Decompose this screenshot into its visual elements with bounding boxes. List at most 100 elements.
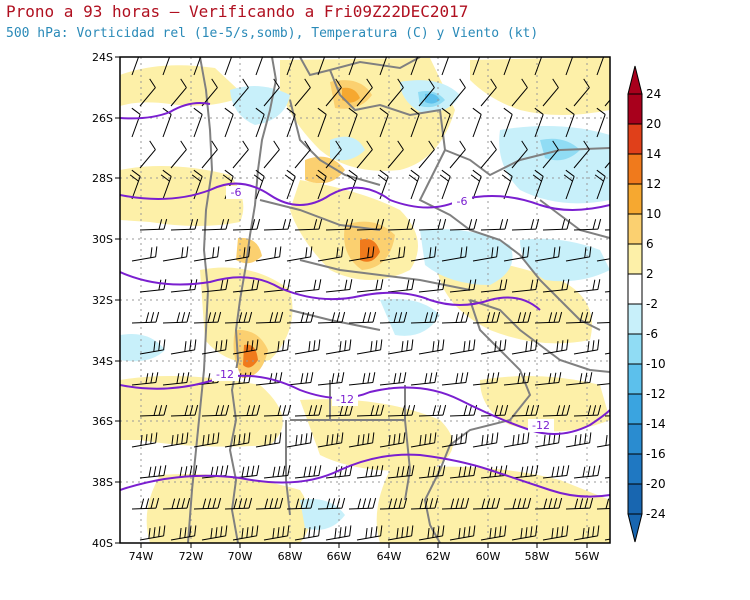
colorbar-label: 6 bbox=[646, 237, 654, 251]
wind-barb bbox=[131, 57, 141, 76]
colorbar-labels: 24 20 14 12 10 6 2 -2 -6 -10 -12 -14 -16… bbox=[646, 87, 666, 521]
wind-barb bbox=[325, 279, 353, 293]
wind-barb bbox=[224, 497, 253, 510]
wind-barb bbox=[379, 246, 406, 262]
wind-barb bbox=[418, 78, 435, 107]
lon-tick-label: 66W bbox=[327, 550, 352, 563]
colorbar-segment bbox=[627, 363, 643, 395]
wind-barb bbox=[325, 218, 354, 231]
colorbar-segment bbox=[627, 303, 643, 335]
wind-barb bbox=[294, 140, 311, 169]
lat-tick-label: 36S bbox=[92, 415, 113, 428]
lon-tick-label: 74W bbox=[129, 550, 154, 563]
wind-barb bbox=[449, 279, 477, 293]
wind-barb bbox=[503, 246, 530, 262]
wind-barb bbox=[263, 140, 280, 169]
wind-barb bbox=[131, 372, 159, 386]
wind-barb bbox=[263, 404, 292, 417]
wind-barb bbox=[170, 404, 199, 417]
wind-barb bbox=[418, 465, 446, 479]
wind-barb bbox=[232, 218, 261, 231]
lat-tick-label: 32S bbox=[92, 294, 113, 307]
wind-barb bbox=[139, 339, 166, 355]
wind-barb bbox=[139, 465, 167, 479]
wind-barb bbox=[379, 497, 408, 510]
wind-barb bbox=[263, 78, 280, 107]
wind-barb bbox=[201, 525, 228, 541]
colorbar-label: -16 bbox=[646, 447, 666, 461]
wind-barb bbox=[472, 497, 501, 510]
colorbar-label: -20 bbox=[646, 477, 666, 491]
colorbar-label: -6 bbox=[646, 327, 658, 341]
colorbar-arrow bbox=[627, 513, 643, 543]
wind-barb bbox=[511, 525, 538, 541]
wind-barb bbox=[449, 218, 478, 231]
wind-barb bbox=[441, 372, 469, 386]
wind-barb bbox=[573, 218, 602, 231]
lat-tick-label: 30S bbox=[92, 233, 113, 246]
wind-barb bbox=[480, 140, 497, 169]
wind-barb bbox=[542, 279, 570, 293]
wind-barb bbox=[472, 246, 499, 262]
wind-barb bbox=[286, 311, 315, 324]
wind-barb bbox=[480, 525, 507, 541]
wind-barb bbox=[356, 404, 385, 417]
wind-barb bbox=[224, 57, 234, 76]
wind-barb bbox=[565, 432, 592, 448]
wind-barb bbox=[255, 57, 265, 76]
wind-barb bbox=[418, 140, 435, 169]
axis-ticks bbox=[115, 56, 588, 548]
wind-barb bbox=[325, 525, 352, 541]
lat-tick-label: 40S bbox=[92, 537, 113, 550]
colorbar-segment bbox=[627, 483, 643, 515]
wind-barb bbox=[317, 497, 346, 510]
wind-barb bbox=[193, 57, 203, 76]
wind-barb bbox=[573, 465, 601, 479]
wind-barbs bbox=[129, 57, 610, 541]
wind-barb bbox=[534, 497, 563, 510]
wind-barb bbox=[449, 465, 477, 479]
wind-barb bbox=[596, 57, 606, 76]
wind-barb bbox=[503, 497, 532, 510]
wind-barb bbox=[542, 465, 570, 479]
contour-label: -12 bbox=[216, 368, 234, 381]
wind-barb bbox=[201, 404, 230, 417]
wind-barb bbox=[232, 404, 261, 417]
wind-barb bbox=[542, 339, 569, 355]
wind-barb bbox=[441, 246, 468, 262]
wind-barb bbox=[472, 372, 500, 386]
wind-barb bbox=[511, 140, 528, 169]
wind-barb bbox=[387, 525, 414, 541]
wind-barb bbox=[201, 279, 229, 293]
wind-barb bbox=[263, 465, 291, 479]
wind-barb bbox=[325, 78, 342, 107]
wind-barb bbox=[534, 107, 544, 138]
wind-barb bbox=[379, 311, 408, 324]
wind-barb bbox=[294, 339, 321, 355]
wind-barb bbox=[501, 169, 513, 200]
wind-barb bbox=[356, 525, 383, 541]
lon-tick-label: 60W bbox=[476, 550, 501, 563]
wind-barb bbox=[387, 279, 415, 293]
wind-barb bbox=[596, 256, 610, 262]
wind-barb bbox=[565, 372, 593, 386]
wind-barb bbox=[410, 246, 437, 262]
wind-barb bbox=[387, 218, 416, 231]
wind-barb bbox=[356, 279, 384, 293]
wind-barb bbox=[542, 525, 569, 541]
wind-barb bbox=[565, 107, 575, 138]
wind-barb bbox=[193, 432, 220, 448]
wind-barb bbox=[387, 140, 404, 169]
lon-tick-label: 68W bbox=[278, 550, 303, 563]
wind-barb bbox=[573, 525, 600, 541]
wind-barb bbox=[348, 497, 377, 510]
wind-barb bbox=[294, 279, 322, 293]
wind-barb bbox=[408, 169, 420, 200]
wind-barb bbox=[139, 140, 156, 169]
wind-barb bbox=[449, 78, 466, 107]
wind-barb bbox=[449, 339, 476, 355]
colorbar-label: 12 bbox=[646, 177, 661, 191]
contour-label: -12 bbox=[532, 419, 550, 432]
wind-barb bbox=[542, 78, 559, 107]
